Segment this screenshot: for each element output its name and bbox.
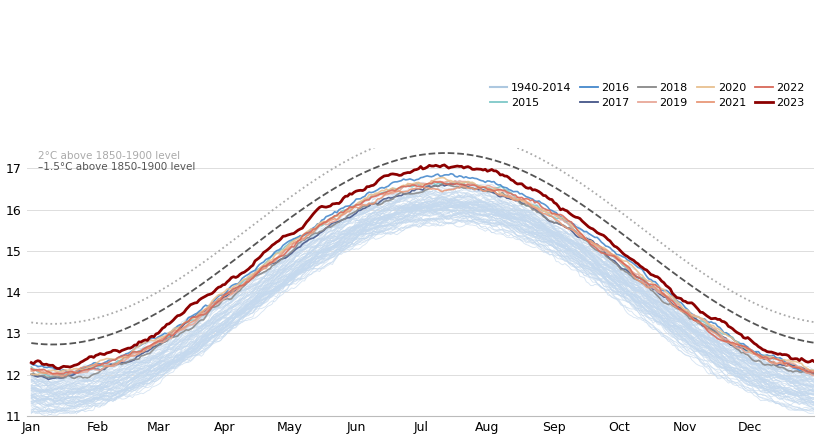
Text: –1.5°C above 1850-1900 level: –1.5°C above 1850-1900 level [38, 161, 195, 172]
Text: 2°C above 1850-1900 level: 2°C above 1850-1900 level [38, 151, 179, 161]
Legend: 1940-2014, 2015, 2016, 2017, 2018, 2019, 2020, 2021, 2022, 2023: 1940-2014, 2015, 2016, 2017, 2018, 2019,… [485, 78, 808, 113]
